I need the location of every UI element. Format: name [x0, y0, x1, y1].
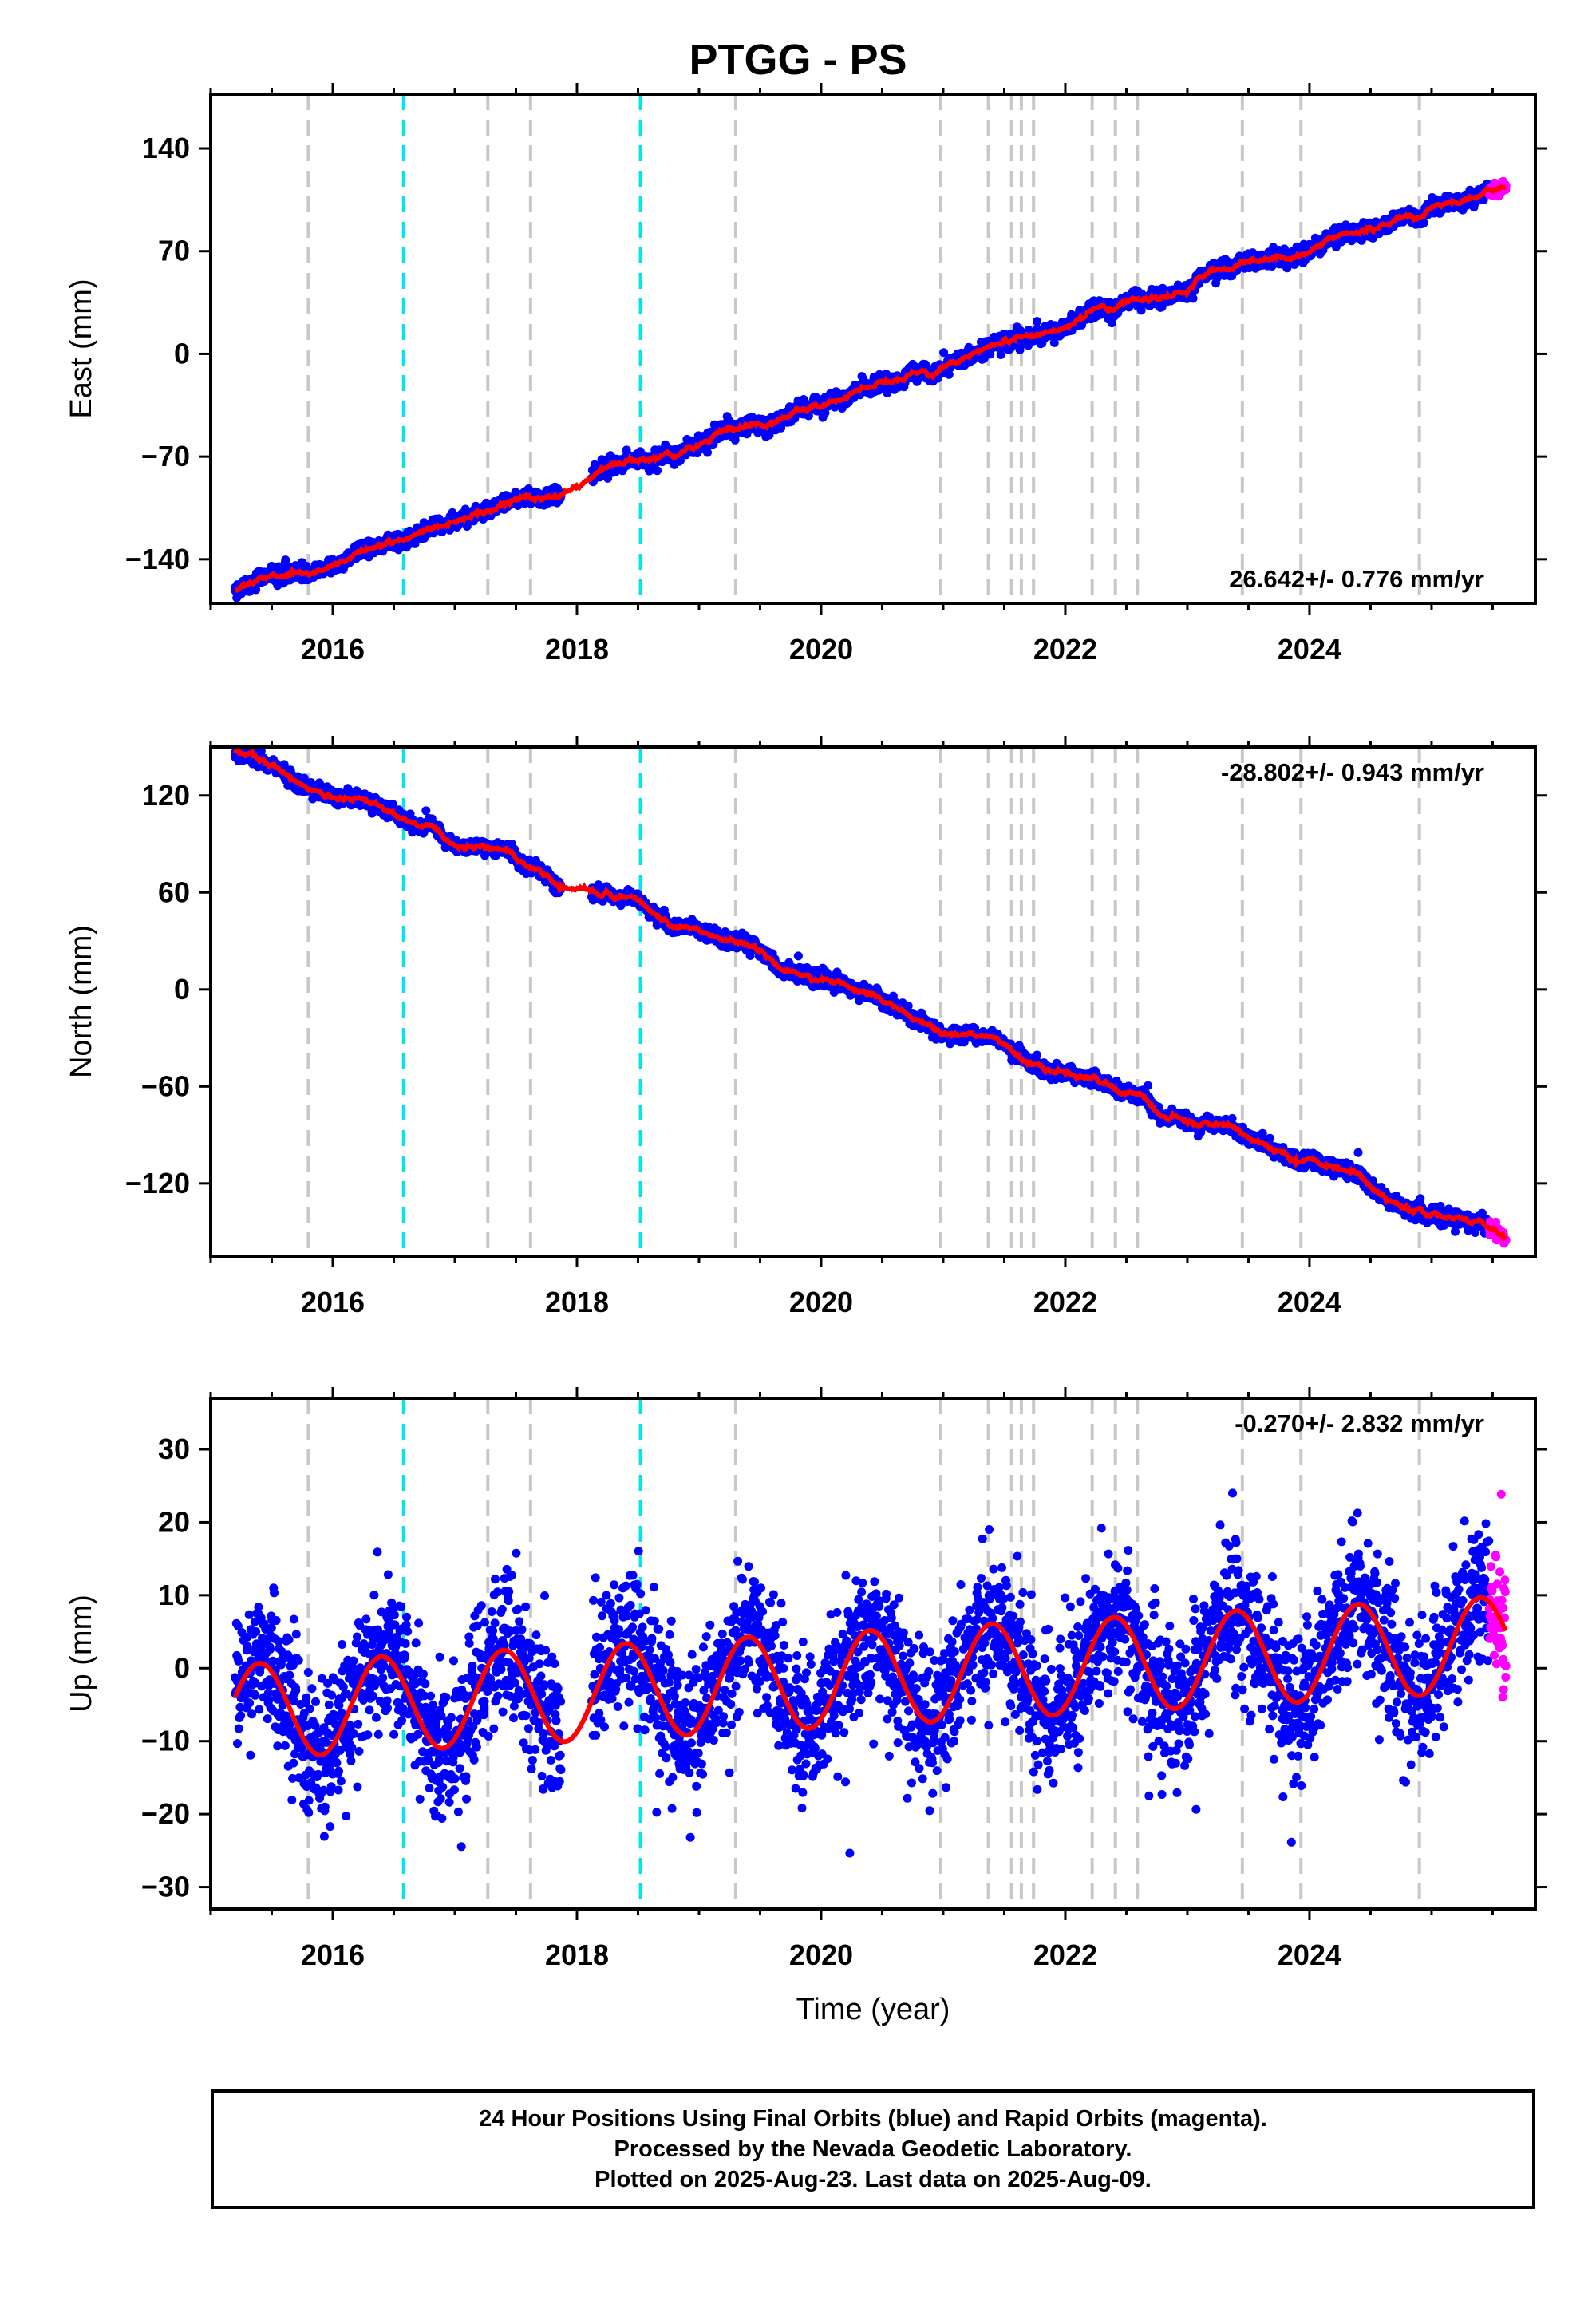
x-tick-label: 2018 [545, 633, 609, 666]
plot-area [231, 747, 1511, 1256]
rate-label: 26.642+/- 0.776 mm/yr [1229, 565, 1484, 593]
x-tick-label: 2024 [1278, 633, 1341, 666]
final-orbit-point [1136, 306, 1146, 315]
final-orbit-point [820, 408, 830, 417]
x-tick-label: 2016 [301, 633, 365, 666]
final-orbit-point [939, 348, 949, 358]
final-orbit-point [281, 555, 290, 565]
final-orbit-point [421, 806, 431, 816]
final-orbit-point [996, 350, 1005, 359]
x-tick-label: 2022 [1033, 633, 1097, 666]
x-tick-label: 2020 [789, 633, 853, 666]
plot-area [231, 94, 1511, 603]
y-tick-label: −70 [141, 440, 190, 472]
y-tick-label: 70 [158, 235, 190, 267]
final-orbit-point [776, 423, 786, 433]
model-fit-line [235, 184, 1507, 593]
final-orbit-point [653, 466, 662, 476]
y-tick-label: −140 [125, 543, 190, 575]
y-tick-label: 0 [174, 337, 190, 370]
panel-east: 2016 2018 2020 2022 2024 −140 −70 0 70 140 East (m… [65, 83, 1547, 666]
final-orbit-point [703, 448, 712, 457]
y-tick-label: 140 [142, 132, 190, 164]
y-axis-label: East (mm) [65, 279, 98, 418]
